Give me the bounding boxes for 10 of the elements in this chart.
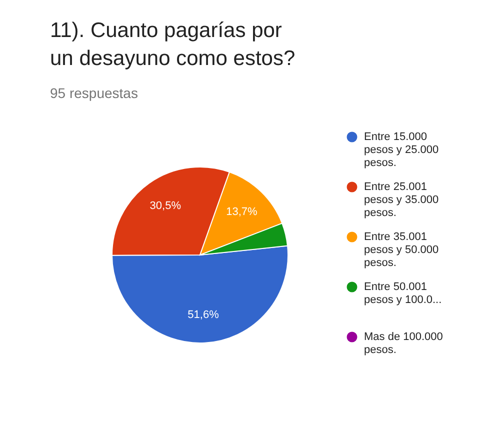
legend-label: Entre 50.001 pesos y 100.0... [364, 281, 442, 306]
chart-title: 11). Cuanto pagarías por un desayuno como estos? [50, 19, 296, 70]
data-label: 13,7% [226, 206, 258, 218]
legend-label: Entre 35.001 pesos y 50.000 pesos. [364, 231, 439, 269]
legend-label: Mas de 100.000 pesos. [364, 331, 443, 356]
legend-label: Entre 25.001 pesos y 35.000 pesos. [364, 181, 439, 219]
data-label: 30,5% [150, 200, 182, 212]
legend-label: Entre 15.000 pesos y 25.000 pesos. [364, 131, 439, 169]
data-label: 51,6% [188, 308, 220, 321]
chart-subtitle: 95 respuestas [50, 85, 138, 101]
